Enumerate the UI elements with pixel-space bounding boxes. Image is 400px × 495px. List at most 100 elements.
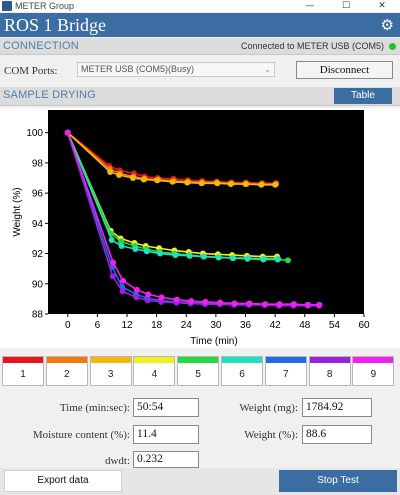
com-port-selected-value: METER USB (COM5)(Busy) xyxy=(81,64,195,74)
swatch-label: 3 xyxy=(107,369,114,380)
series-point xyxy=(173,296,180,303)
series-point xyxy=(284,257,291,264)
dwdt-value: 0.232 xyxy=(133,451,199,468)
drying-chart-panel: 88 90 92 94 96 98 100 0 6 12 18 24 30 36 42 48 54 60 Wei… xyxy=(0,108,400,348)
connection-status-indicator xyxy=(389,43,396,50)
y-tick-label: 94 xyxy=(32,219,44,230)
series-point xyxy=(129,175,136,181)
series-point xyxy=(64,129,71,136)
series-point xyxy=(305,301,312,308)
series-point xyxy=(244,255,251,262)
sample-swatch-7[interactable]: 7 xyxy=(264,356,307,386)
swatch-label: 1 xyxy=(20,369,26,380)
series-point xyxy=(154,177,161,184)
disconnect-button[interactable]: Disconnect xyxy=(296,61,393,79)
series-point xyxy=(188,298,195,305)
series-point xyxy=(144,297,151,304)
connection-section-header: CONNECTION Connected to METER USB (COM5) xyxy=(0,38,400,55)
connection-section-title: CONNECTION xyxy=(3,40,79,52)
series-point xyxy=(242,181,249,188)
swatch-color-bar xyxy=(134,357,175,363)
series-point xyxy=(202,298,209,305)
series-point xyxy=(260,255,267,262)
swatch-label: 7 xyxy=(283,369,289,380)
app-logo-icon xyxy=(2,1,12,11)
swatch-color-bar xyxy=(222,357,262,363)
series-point xyxy=(116,171,123,178)
series-point xyxy=(108,236,115,243)
series-point xyxy=(133,294,140,301)
series-point xyxy=(198,180,205,187)
swatch-color-bar xyxy=(3,357,43,363)
sample-swatch-8[interactable]: 8 xyxy=(308,356,351,386)
series-point xyxy=(110,259,117,266)
series-point xyxy=(214,180,221,187)
sample-drying-section-header: SAMPLE DRYING Table xyxy=(0,87,400,106)
swatch-color-bar xyxy=(353,357,394,363)
y-tick-label: 96 xyxy=(32,189,44,200)
x-axis-ticks: 0 6 12 18 24 30 36 42 48 54 60 xyxy=(65,314,370,331)
weight-percent-value: 88.6 xyxy=(302,425,372,444)
window-title-bar: METER Group — ☐ ✕ xyxy=(0,0,400,12)
series-point xyxy=(290,301,297,308)
x-tick-label: 30 xyxy=(210,320,222,331)
close-icon[interactable]: ✕ xyxy=(378,1,386,11)
sample-swatch-3[interactable]: 3 xyxy=(89,356,132,386)
sample-swatch-5[interactable]: 5 xyxy=(177,356,220,386)
x-tick-label: 42 xyxy=(270,320,282,331)
sample-swatch-6[interactable]: 6 xyxy=(221,356,263,386)
weight-mg-label: Weight (mg): xyxy=(239,402,298,414)
swatch-color-bar xyxy=(309,357,350,363)
gear-icon[interactable]: ⚙ xyxy=(380,16,394,34)
swatch-color-bar xyxy=(90,357,131,363)
com-ports-label: COM Ports: xyxy=(4,65,58,77)
y-tick-label: 88 xyxy=(32,310,44,321)
minimize-icon[interactable]: — xyxy=(305,1,315,11)
maximize-icon[interactable]: ☐ xyxy=(341,1,351,11)
series-point xyxy=(157,250,164,257)
series-point xyxy=(272,181,279,188)
series-point xyxy=(231,300,238,307)
bottom-action-bar: Export data Stop Test xyxy=(0,468,400,495)
app-title: ROS 1 Bridge xyxy=(4,15,107,35)
export-data-button[interactable]: Export data xyxy=(4,470,122,492)
series-layer xyxy=(64,129,323,309)
app-header: ROS 1 Bridge ⚙ xyxy=(0,13,400,37)
y-tick-label: 98 xyxy=(32,158,44,169)
x-tick-label: 48 xyxy=(299,320,311,331)
series-6 xyxy=(64,129,282,262)
series-point xyxy=(158,298,165,305)
series-point xyxy=(158,294,165,301)
sample-drying-section-title: SAMPLE DRYING xyxy=(3,89,96,101)
swatch-label: 5 xyxy=(195,369,201,380)
sample-swatch-2[interactable]: 2 xyxy=(45,356,88,386)
series-point xyxy=(262,301,269,308)
com-port-select[interactable]: METER USB (COM5)(Busy) ⌄ xyxy=(77,62,275,77)
swatch-color-bar xyxy=(46,357,87,363)
series-point xyxy=(145,291,152,298)
chevron-down-icon: ⌄ xyxy=(264,65,271,74)
series-point xyxy=(230,255,237,262)
sample-swatch-4[interactable]: 4 xyxy=(133,356,176,386)
swatch-label: 6 xyxy=(239,369,245,380)
sample-swatch-9[interactable]: 9 xyxy=(352,356,395,386)
sample-swatch-1[interactable]: 1 xyxy=(2,356,44,386)
window-controls: — ☐ ✕ xyxy=(292,0,400,12)
series-point xyxy=(133,286,140,293)
x-tick-label: 60 xyxy=(358,320,370,331)
swatch-label: 2 xyxy=(64,369,70,380)
y-axis-label: Weight (%) xyxy=(12,187,23,236)
series-point xyxy=(275,255,282,262)
series-3 xyxy=(64,129,279,188)
x-tick-label: 12 xyxy=(121,320,133,331)
swatch-color-bar xyxy=(178,357,219,363)
stop-test-button[interactable]: Stop Test xyxy=(279,470,397,492)
weight-mg-value: 1784.92 xyxy=(302,398,372,417)
series-point xyxy=(120,277,127,284)
series-point xyxy=(201,253,208,260)
series-point xyxy=(132,246,139,253)
table-view-button[interactable]: Table xyxy=(334,88,392,104)
time-value: 50:54 xyxy=(133,398,199,417)
series-point xyxy=(246,300,253,307)
time-label: Time (min:sec): xyxy=(59,402,130,414)
